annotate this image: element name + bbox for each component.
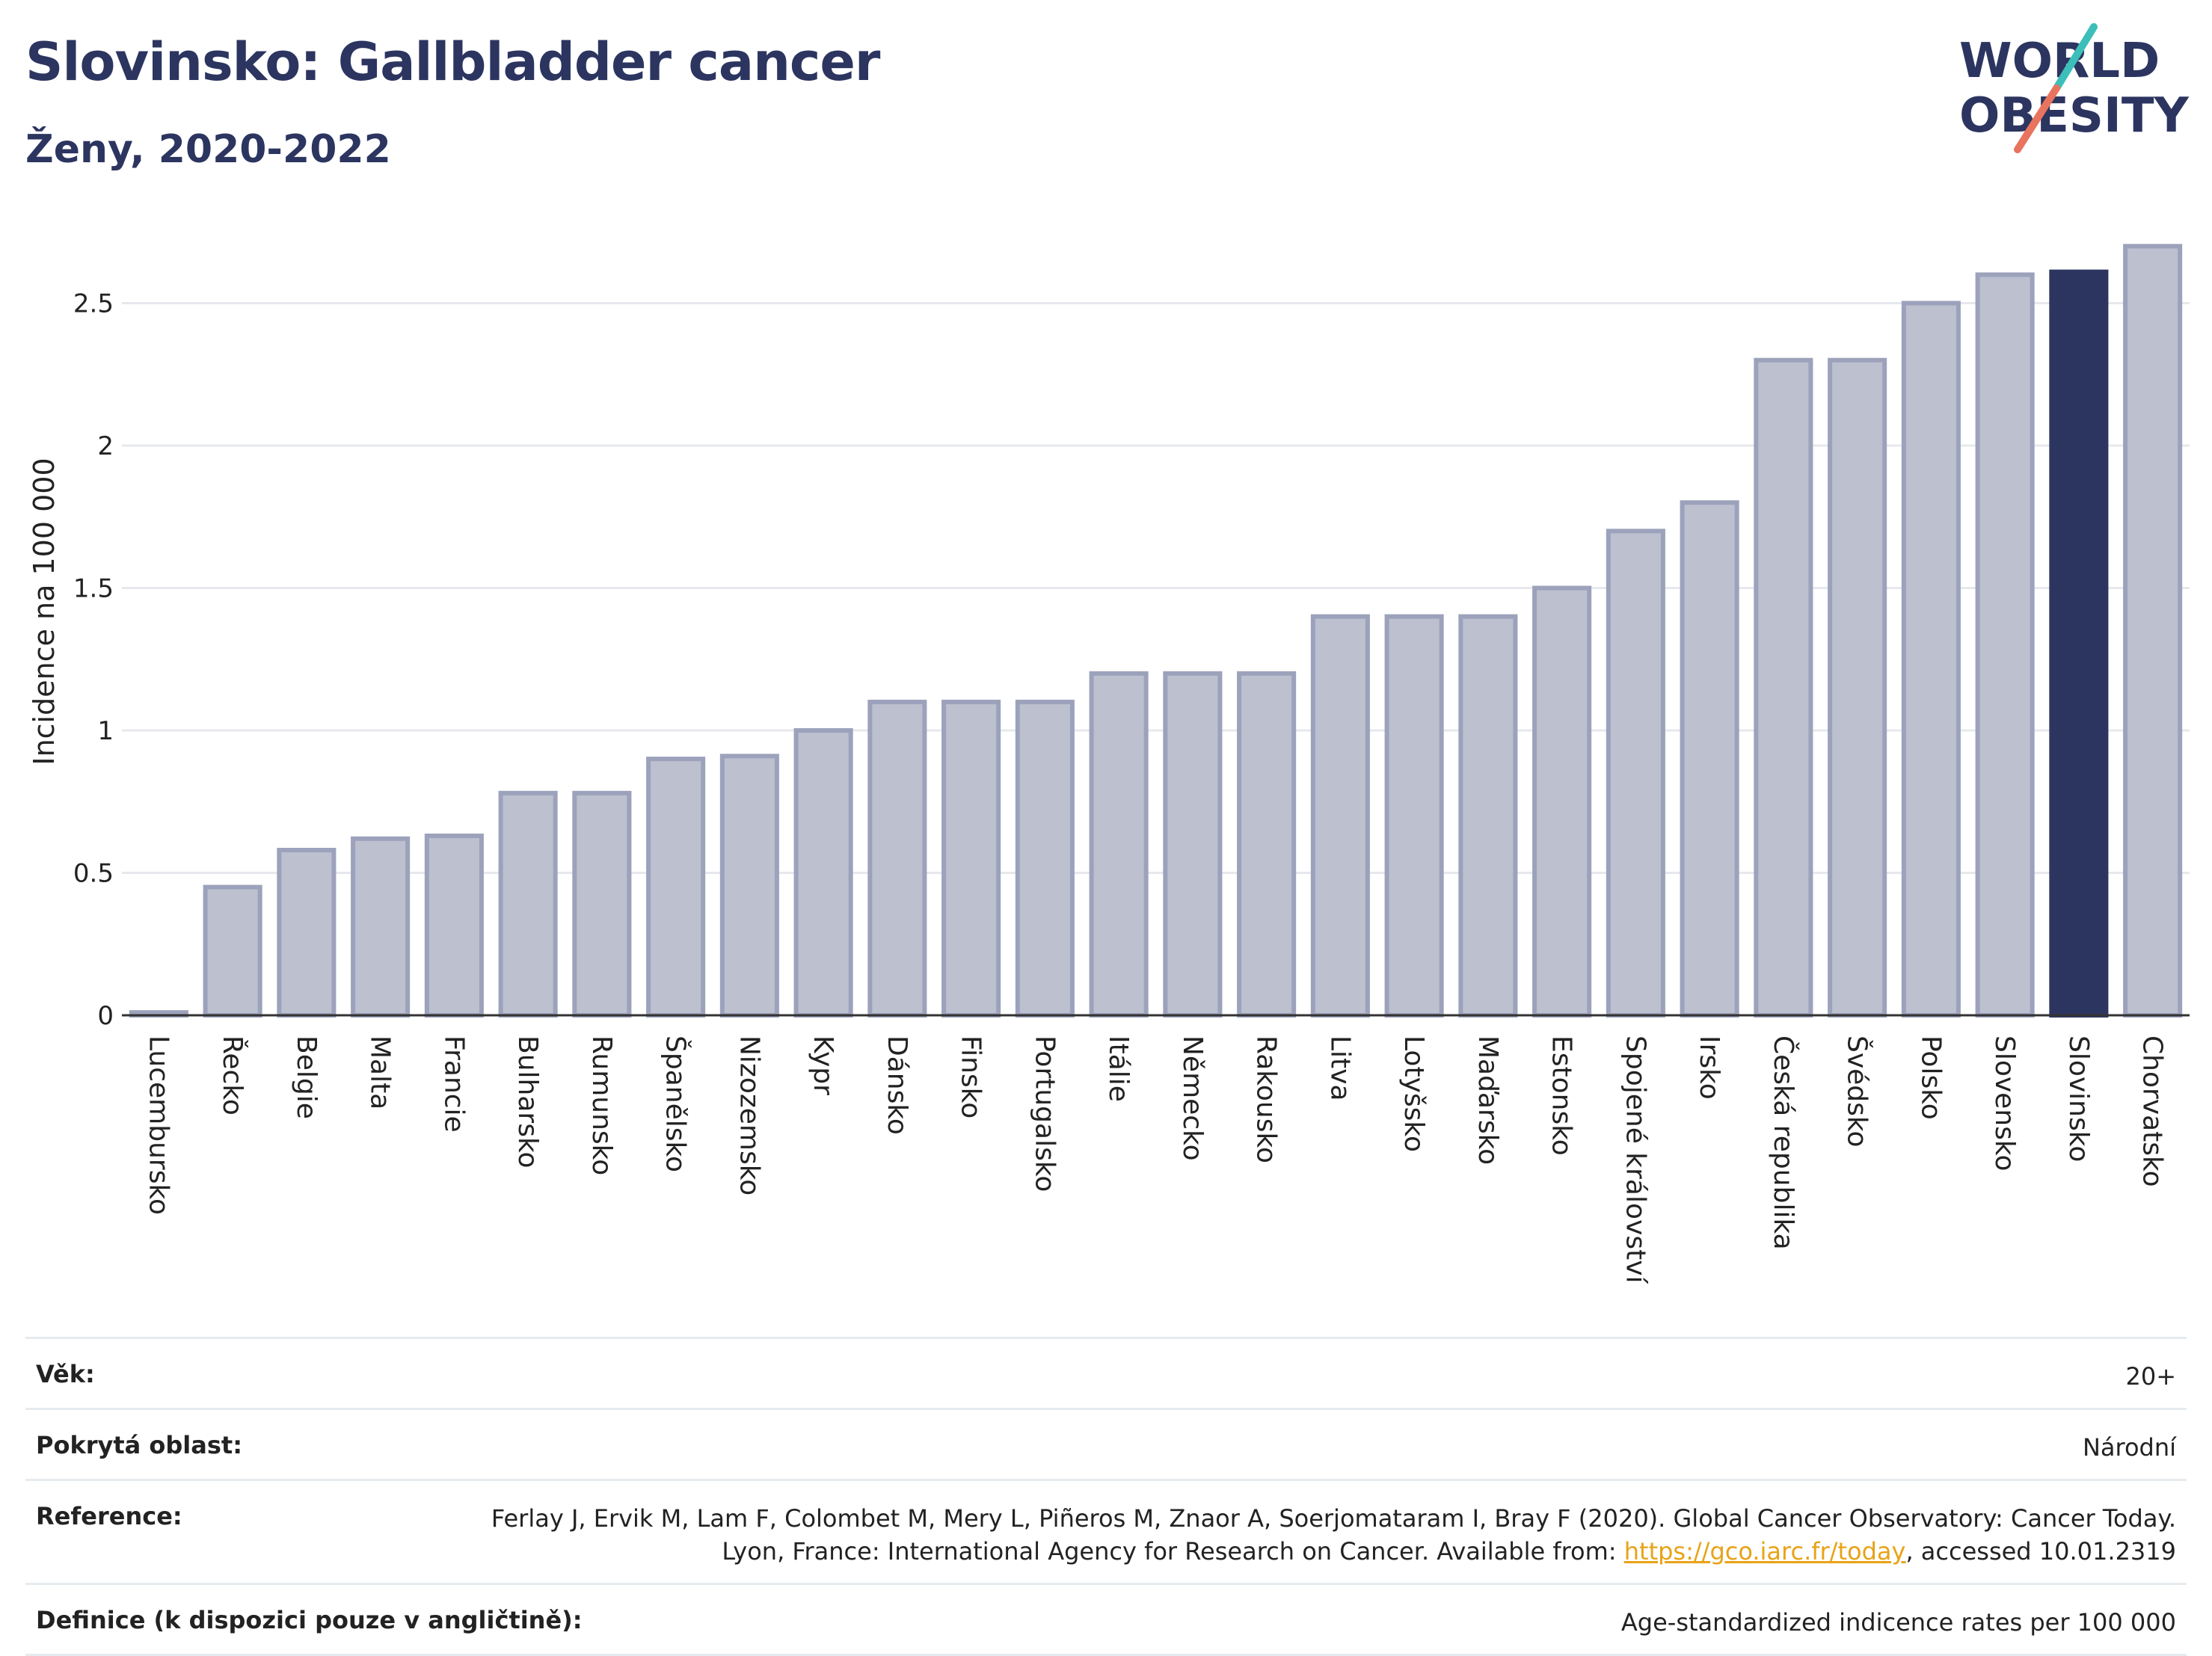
y-axis-label: Incidence na 100 000	[28, 458, 61, 765]
bar-belgie	[277, 848, 337, 1018]
bar-dánsko	[867, 699, 927, 1018]
x-tick-label: Švédsko	[1842, 1035, 1873, 1148]
bar-nizozemsko	[719, 754, 779, 1018]
bar-litva	[1310, 614, 1370, 1018]
bar-rumunsko	[572, 790, 632, 1018]
x-tick-label: Španělsko	[660, 1035, 692, 1172]
detail-row-area: Pokrytá oblast: Národní	[25, 1408, 2187, 1479]
bar-švédsko	[1828, 357, 1887, 1018]
y-tick-label: 0	[97, 1001, 114, 1031]
x-tick-label: Irsko	[1694, 1035, 1724, 1100]
logo-slash-teal	[2053, 23, 2098, 92]
bar-rakousko	[1237, 671, 1297, 1018]
detail-label-definition: Definice (k dispozici pouze v angličtině…	[36, 1606, 583, 1634]
x-tick-label: Itálie	[1103, 1035, 1134, 1102]
bar-portugalsko	[1015, 699, 1075, 1018]
detail-value-age: 20+	[2125, 1362, 2176, 1391]
logo-text-line2: OBESITY	[1959, 88, 2189, 144]
bar-spojené-království	[1606, 529, 1665, 1018]
bar-finsko	[941, 699, 1001, 1018]
x-tick-label: Lucembursko	[143, 1035, 173, 1215]
detail-row-age: Věk: 20+	[25, 1337, 2187, 1408]
world-obesity-logo: WORLD OBESITY	[1959, 23, 2189, 153]
x-tick-label: Slovinsko	[2063, 1035, 2094, 1162]
details-table: Věk: 20+ Pokrytá oblast: Národní Referen…	[25, 1337, 2187, 1656]
bar-irsko	[1680, 500, 1739, 1018]
x-tick-label: Francie	[438, 1035, 469, 1133]
x-tick-label: Spojené království	[1620, 1035, 1650, 1284]
bar-slovensko	[1975, 272, 2035, 1018]
reference-link[interactable]: https://gco.iarc.fr/today	[1623, 1537, 1906, 1566]
page-title: Slovinsko: Gallbladder cancer	[25, 31, 880, 93]
x-tick-label: Maďarsko	[1472, 1035, 1503, 1165]
detail-row-definition: Definice (k dispozici pouze v angličtině…	[25, 1583, 2187, 1656]
y-tick-label: 2	[97, 431, 114, 461]
y-tick-label: 1.5	[73, 574, 114, 604]
detail-value-reference: Ferlay J, Ervik M, Lam F, Colombet M, Me…	[486, 1502, 2176, 1568]
bar-česká-republika	[1754, 357, 1813, 1018]
bar-maďarsko	[1458, 614, 1518, 1018]
bar-francie	[424, 833, 484, 1018]
detail-value-area: Národní	[2082, 1433, 2176, 1462]
detail-row-reference: Reference: Ferlay J, Ervik M, Lam F, Col…	[25, 1479, 2187, 1583]
detail-label-age: Věk:	[36, 1360, 95, 1388]
x-tick-label: Litva	[1324, 1035, 1355, 1101]
x-tick-label: Finsko	[956, 1035, 986, 1118]
x-tick-label: Bulharsko	[512, 1035, 543, 1169]
bar-itálie	[1089, 671, 1149, 1018]
x-tick-label: Rakousko	[1251, 1035, 1282, 1163]
bar-estonsko	[1532, 585, 1592, 1018]
detail-value-definition: Age-standardized indicence rates per 100…	[1620, 1608, 2176, 1637]
reference-accessed: , accessed 10.01.2319	[1905, 1537, 2176, 1566]
page-subtitle: Ženy, 2020-2022	[25, 127, 391, 172]
x-tick-label: Lotyšsko	[1398, 1035, 1429, 1152]
x-tick-label: Estonsko	[1546, 1035, 1577, 1156]
x-tick-label: Česká republika	[1768, 1035, 1799, 1250]
y-tick-label: 1	[97, 716, 114, 746]
bar-malta	[351, 836, 411, 1018]
x-tick-label: Slovensko	[1989, 1035, 2020, 1172]
x-tick-label: Německo	[1177, 1035, 1208, 1161]
x-tick-label: Chorvatsko	[2137, 1035, 2168, 1187]
bar-polsko	[1901, 301, 1961, 1018]
bar-lotyšsko	[1384, 614, 1444, 1018]
detail-label-reference: Reference:	[36, 1502, 182, 1530]
x-tick-label: Malta	[365, 1035, 396, 1109]
y-axis-ticks: 0 0.5 1 1.5 2 2.5	[73, 289, 114, 1032]
x-tick-label: Řecko	[217, 1035, 248, 1115]
x-tick-label: Portugalsko	[1029, 1035, 1060, 1192]
x-tick-label: Nizozemsko	[734, 1035, 764, 1195]
y-tick-label: 0.5	[73, 859, 114, 889]
bar-chorvatsko	[2123, 244, 2183, 1018]
logo-slash-coral	[2014, 84, 2060, 153]
x-axis-ticks: Lucembursko Řecko Belgie Malta Francie Bulhar…	[143, 1035, 2167, 1284]
bar-chart: 0 0.5 1 1.5 2 2.5 Lucembursko Řecko Belgie Malta…	[28, 244, 2190, 1284]
bar-bulharsko	[498, 790, 558, 1018]
reference-text: Ferlay J, Ervik M, Lam F, Colombet M, Me…	[491, 1504, 2176, 1566]
bar-německo	[1163, 671, 1223, 1018]
bar-řecko	[203, 884, 262, 1018]
bar-španělsko	[646, 757, 706, 1018]
x-tick-label: Polsko	[1915, 1035, 1946, 1120]
x-tick-label: Kypr	[808, 1035, 838, 1095]
bar-slovinsko	[2049, 269, 2109, 1018]
y-tick-label: 2.5	[73, 289, 114, 319]
detail-label-area: Pokrytá oblast:	[36, 1431, 242, 1459]
x-tick-label: Belgie	[291, 1035, 322, 1119]
x-tick-label: Dánsko	[882, 1035, 912, 1135]
x-tick-label: Rumunsko	[586, 1035, 617, 1175]
chart-bars	[129, 244, 2183, 1018]
bar-kypr	[793, 728, 853, 1018]
